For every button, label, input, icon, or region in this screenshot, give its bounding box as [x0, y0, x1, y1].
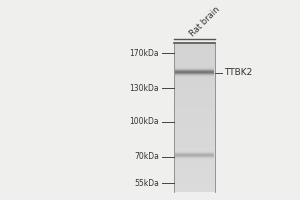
Text: TTBK2: TTBK2 — [224, 68, 252, 77]
Text: Rat brain: Rat brain — [188, 5, 221, 38]
Text: 100kDa: 100kDa — [129, 117, 159, 126]
Text: 170kDa: 170kDa — [129, 49, 159, 58]
Text: 130kDa: 130kDa — [129, 84, 159, 93]
Text: 70kDa: 70kDa — [134, 152, 159, 161]
Text: 55kDa: 55kDa — [134, 179, 159, 188]
